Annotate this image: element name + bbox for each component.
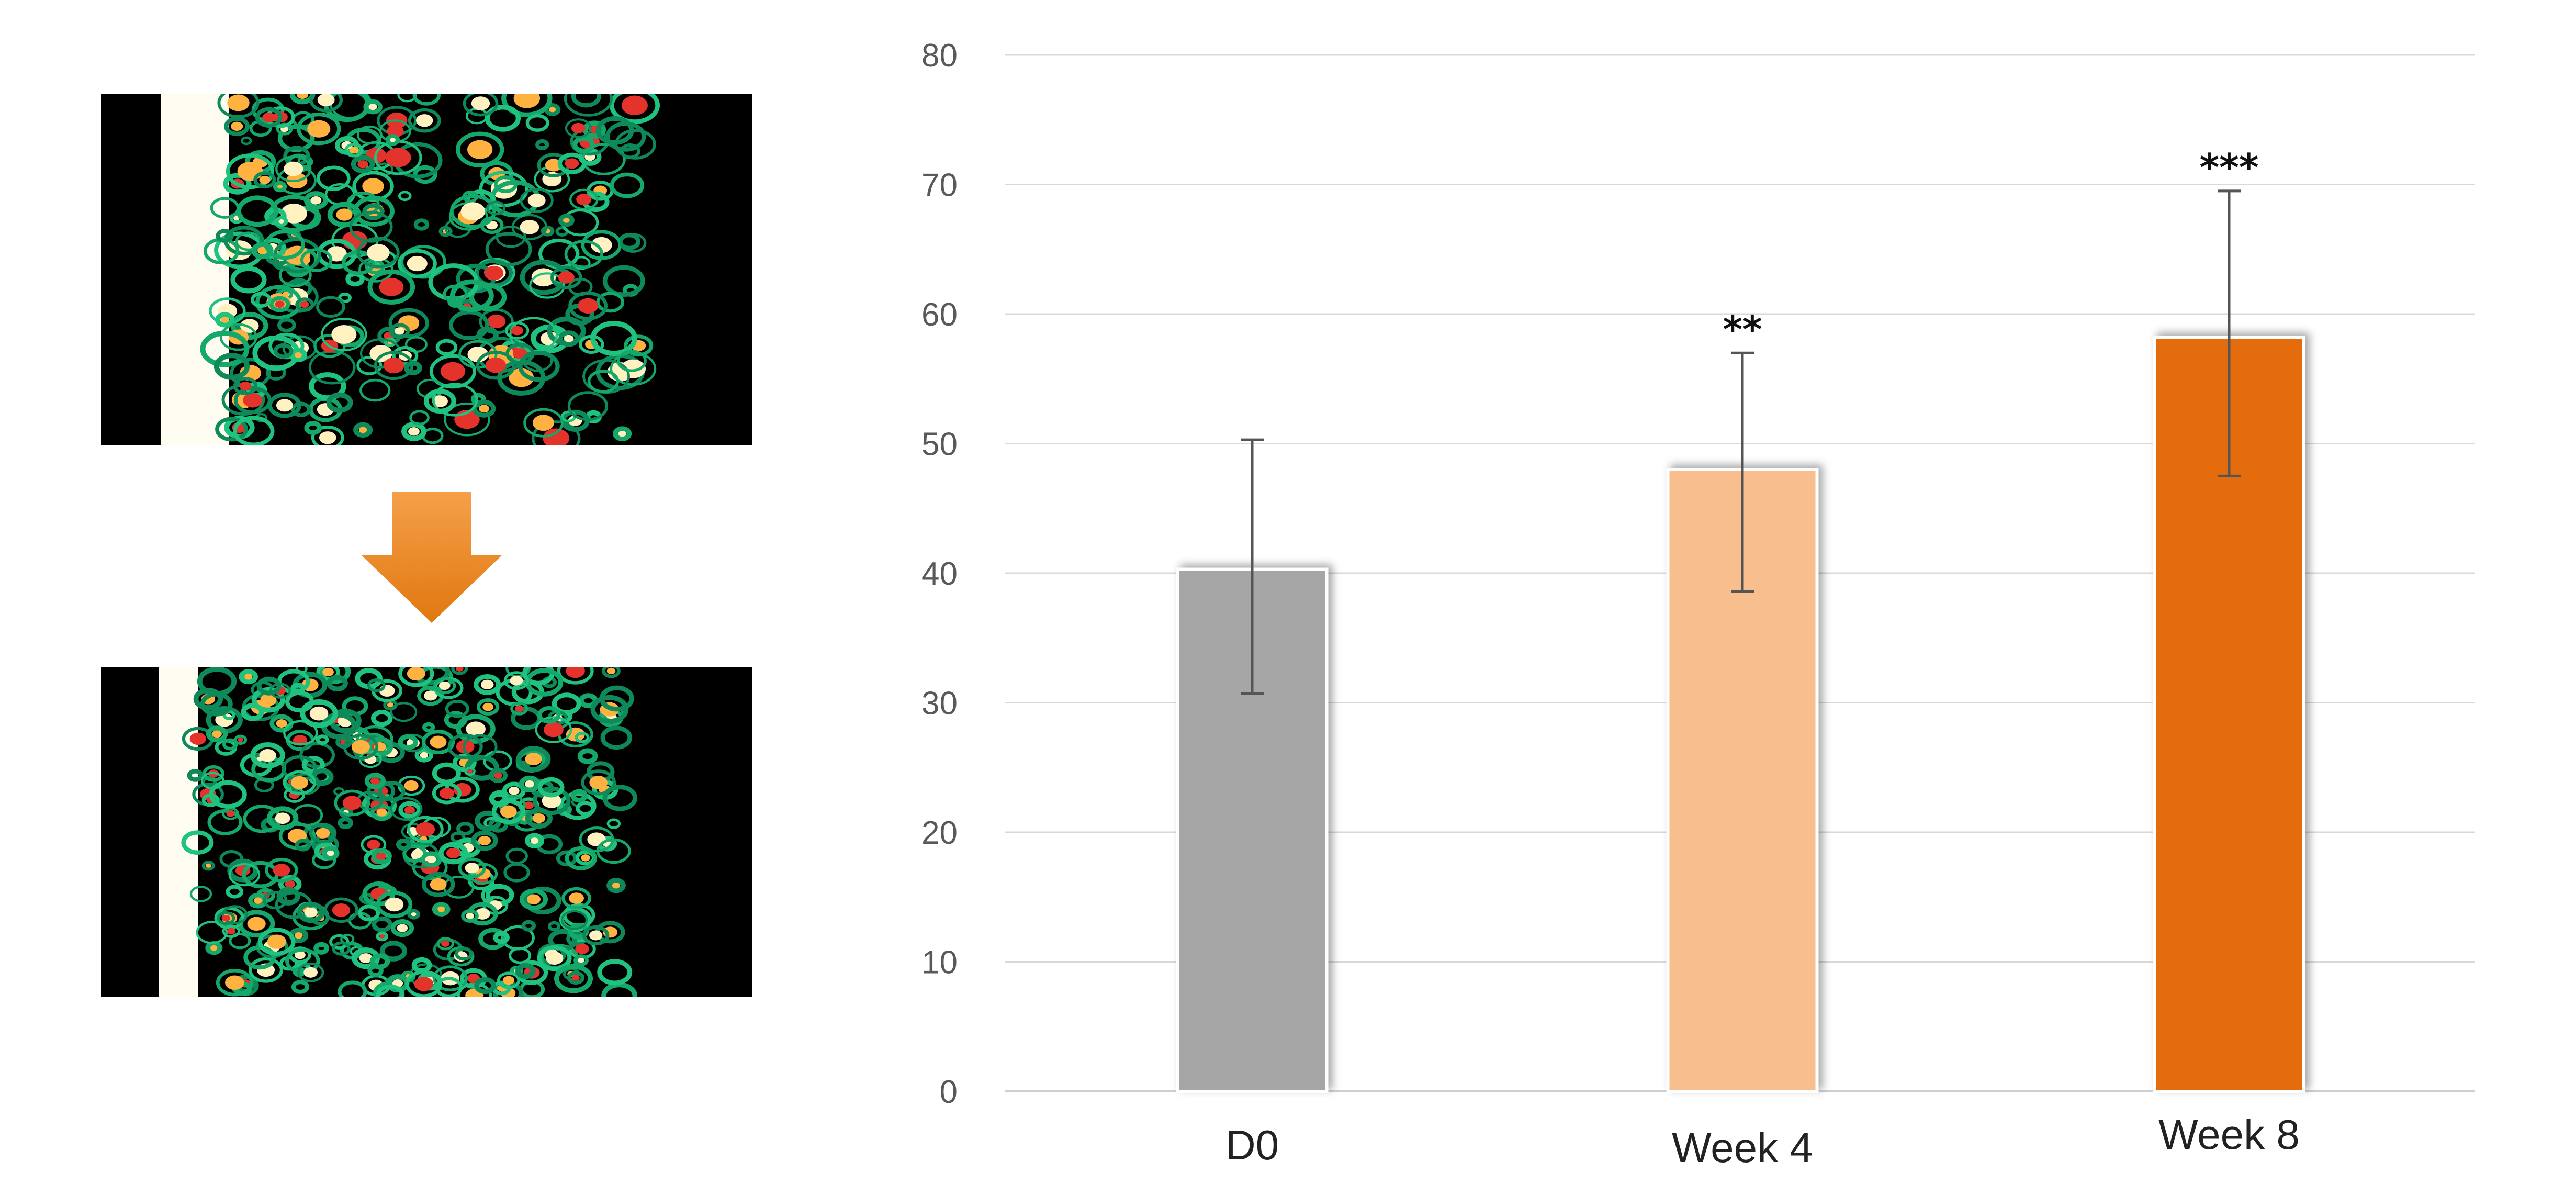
x-tick-label: Week 4 <box>1672 1124 1813 1171</box>
significance-label: ** <box>1723 307 1762 351</box>
y-tick-label: 70 <box>921 167 958 204</box>
y-axis-ticks: 0 10 20 30 40 50 60 70 80 <box>921 38 958 1110</box>
y-tick-label: 40 <box>921 556 958 592</box>
y-tick-label: 20 <box>921 815 958 851</box>
y-tick-label: 60 <box>921 297 958 333</box>
after-image-heatmap <box>101 667 752 997</box>
error-bar <box>1731 351 1754 593</box>
y-tick-label: 80 <box>921 38 958 74</box>
y-tick-label: 50 <box>921 427 958 463</box>
error-bars <box>1241 189 2241 695</box>
x-axis-labels: D0 Week 4 Week 8 <box>1225 1111 2300 1171</box>
bars <box>1176 336 2305 1093</box>
before-image-heatmap <box>101 94 752 445</box>
after-image <box>101 667 752 997</box>
y-tick-label: 30 <box>921 686 958 722</box>
significance-labels: ***** <box>1723 146 2258 351</box>
error-bar <box>2218 189 2241 477</box>
x-tick-label: Week 8 <box>2158 1111 2300 1158</box>
before-image <box>101 94 752 445</box>
y-tick-label: 10 <box>921 945 958 981</box>
x-tick-label: D0 <box>1225 1122 1279 1168</box>
y-tick-label: 0 <box>940 1074 958 1110</box>
error-bar <box>1241 438 1264 695</box>
down-arrow-icon <box>361 492 502 623</box>
significance-label: *** <box>2200 146 2259 189</box>
